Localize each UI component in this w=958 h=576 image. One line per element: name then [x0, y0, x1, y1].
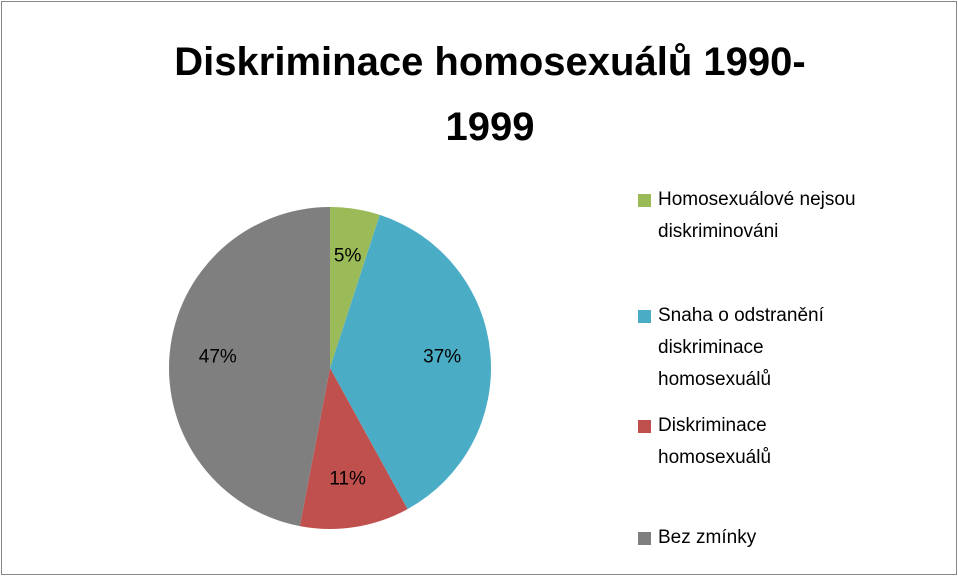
legend-label: Snaha o odstranění diskriminace homosexu…: [658, 305, 824, 390]
chart-title: Diskriminace homosexuálů 1990-1999: [174, 40, 806, 149]
legend-label: Bez zmínky: [658, 527, 757, 548]
pie-slice: [299, 368, 408, 529]
legend-label: Homosexuálové nejsou diskriminováni: [658, 189, 856, 242]
legend-swatch: [638, 194, 651, 207]
legend-swatch: [638, 310, 651, 323]
legend-swatch: [638, 420, 651, 433]
pie-slice: [330, 214, 491, 510]
pie-slice: [169, 207, 330, 527]
data-label: 47%: [199, 346, 237, 367]
legend-label: Diskriminace homosexuálů: [658, 415, 772, 468]
data-label: 37%: [423, 346, 461, 367]
data-label: 11%: [329, 468, 366, 489]
pie-slice: [330, 207, 380, 368]
data-label: 5%: [334, 246, 362, 267]
legend-swatch: [638, 532, 651, 545]
